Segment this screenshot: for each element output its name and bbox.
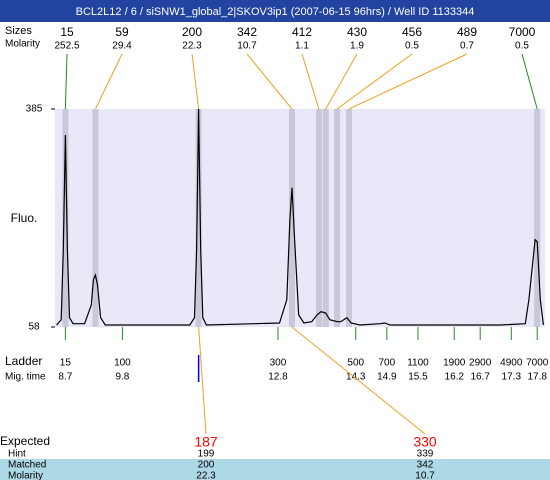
ladder-time: 16.7 bbox=[470, 372, 490, 383]
expected-connector bbox=[198, 326, 207, 435]
row-label: Mig. time bbox=[5, 372, 46, 383]
hint-value: 339 bbox=[417, 449, 434, 460]
peak-band bbox=[534, 109, 541, 327]
peak-molarity: 22.3 bbox=[182, 41, 202, 52]
peak-connector bbox=[64, 53, 68, 110]
expected-row-label: Matched bbox=[8, 460, 46, 471]
hint-value: 199 bbox=[198, 449, 215, 460]
title-bar bbox=[0, 0, 550, 22]
peak-band bbox=[322, 109, 329, 327]
peak-molarity: 252.5 bbox=[54, 41, 79, 52]
expected-value: 187 bbox=[194, 434, 218, 450]
ladder-size: 2900 bbox=[469, 358, 492, 369]
peak-molarity: 0.5 bbox=[405, 41, 419, 52]
peak-molarity: 1.1 bbox=[295, 41, 309, 52]
peak-band bbox=[346, 109, 352, 327]
y-axis-label: Fluo. bbox=[11, 211, 38, 225]
ladder-time: 17.8 bbox=[527, 372, 547, 383]
ladder-size: 15 bbox=[60, 358, 72, 369]
peak-connector bbox=[246, 53, 293, 110]
trace-line bbox=[56, 108, 544, 326]
expected-row-label: Molarity bbox=[8, 471, 43, 480]
ladder-size: 4900 bbox=[500, 358, 523, 369]
peak-size: 59 bbox=[115, 25, 129, 39]
ladder-size: 1100 bbox=[407, 358, 429, 369]
row-background bbox=[0, 459, 550, 480]
peak-size: 430 bbox=[347, 25, 367, 39]
peak-size: 456 bbox=[402, 25, 422, 39]
peak-connector bbox=[336, 53, 413, 110]
peak-molarity: 10.7 bbox=[237, 41, 257, 52]
ladder-time: 14.3 bbox=[346, 372, 366, 383]
peak-connector bbox=[191, 53, 200, 110]
chart-title: BCL2L12 / 6 / siSNW1_global_2|SKOV3ip1 (… bbox=[76, 6, 475, 18]
ladder-time: 8.7 bbox=[58, 372, 72, 383]
plot-background bbox=[55, 109, 545, 327]
peak-band bbox=[334, 109, 341, 327]
ladder-size: 300 bbox=[270, 358, 287, 369]
peak-band bbox=[195, 109, 202, 327]
ladder-time: 16.2 bbox=[445, 372, 465, 383]
expected-row-label: Hint bbox=[8, 449, 26, 460]
peak-size: 200 bbox=[182, 25, 202, 39]
ladder-size: 1900 bbox=[443, 358, 466, 369]
peak-molarity: 0.7 bbox=[460, 41, 474, 52]
row-label: Sizes bbox=[5, 25, 32, 37]
peak-molarity: 1.9 bbox=[350, 41, 364, 52]
peak-connector bbox=[94, 53, 123, 110]
peak-size: 15 bbox=[60, 25, 74, 39]
peak-band bbox=[315, 109, 322, 327]
ladder-size: 700 bbox=[379, 358, 396, 369]
row-label: Ladder bbox=[5, 354, 42, 368]
matched-value: 342 bbox=[417, 460, 434, 471]
peak-band bbox=[288, 109, 295, 327]
peak-size: 412 bbox=[292, 25, 312, 39]
y-tick-label: 385 bbox=[26, 104, 43, 115]
peak-molarity: 0.5 bbox=[515, 41, 529, 52]
expected-row-label: Expected bbox=[0, 434, 50, 448]
peak-band bbox=[92, 109, 99, 327]
expected-value: 330 bbox=[413, 434, 437, 450]
peak-size: 489 bbox=[457, 25, 477, 39]
y-tick-label: 58 bbox=[28, 322, 40, 333]
peak-molarity: 29.4 bbox=[112, 41, 132, 52]
ladder-size: 100 bbox=[114, 358, 131, 369]
ladder-time: 9.8 bbox=[115, 372, 129, 383]
ladder-time: 12.8 bbox=[268, 372, 288, 383]
peak-connector bbox=[325, 53, 358, 110]
peak-connector bbox=[348, 53, 468, 110]
row-label: Molarity bbox=[5, 39, 40, 50]
peak-connector bbox=[521, 53, 538, 110]
molarity-value: 10.7 bbox=[415, 471, 435, 480]
ladder-size: 7000 bbox=[526, 358, 549, 369]
ladder-size: 500 bbox=[347, 358, 364, 369]
expected-connector bbox=[291, 326, 426, 435]
matched-value: 200 bbox=[198, 460, 215, 471]
ladder-time: 17.3 bbox=[502, 372, 522, 383]
peak-size: 7000 bbox=[509, 25, 536, 39]
peak-band bbox=[62, 109, 69, 327]
ladder-time: 15.5 bbox=[408, 372, 428, 383]
peak-connector bbox=[301, 53, 320, 110]
ladder-time: 14.9 bbox=[377, 372, 397, 383]
peak-size: 342 bbox=[237, 25, 257, 39]
molarity-value: 22.3 bbox=[196, 471, 216, 480]
